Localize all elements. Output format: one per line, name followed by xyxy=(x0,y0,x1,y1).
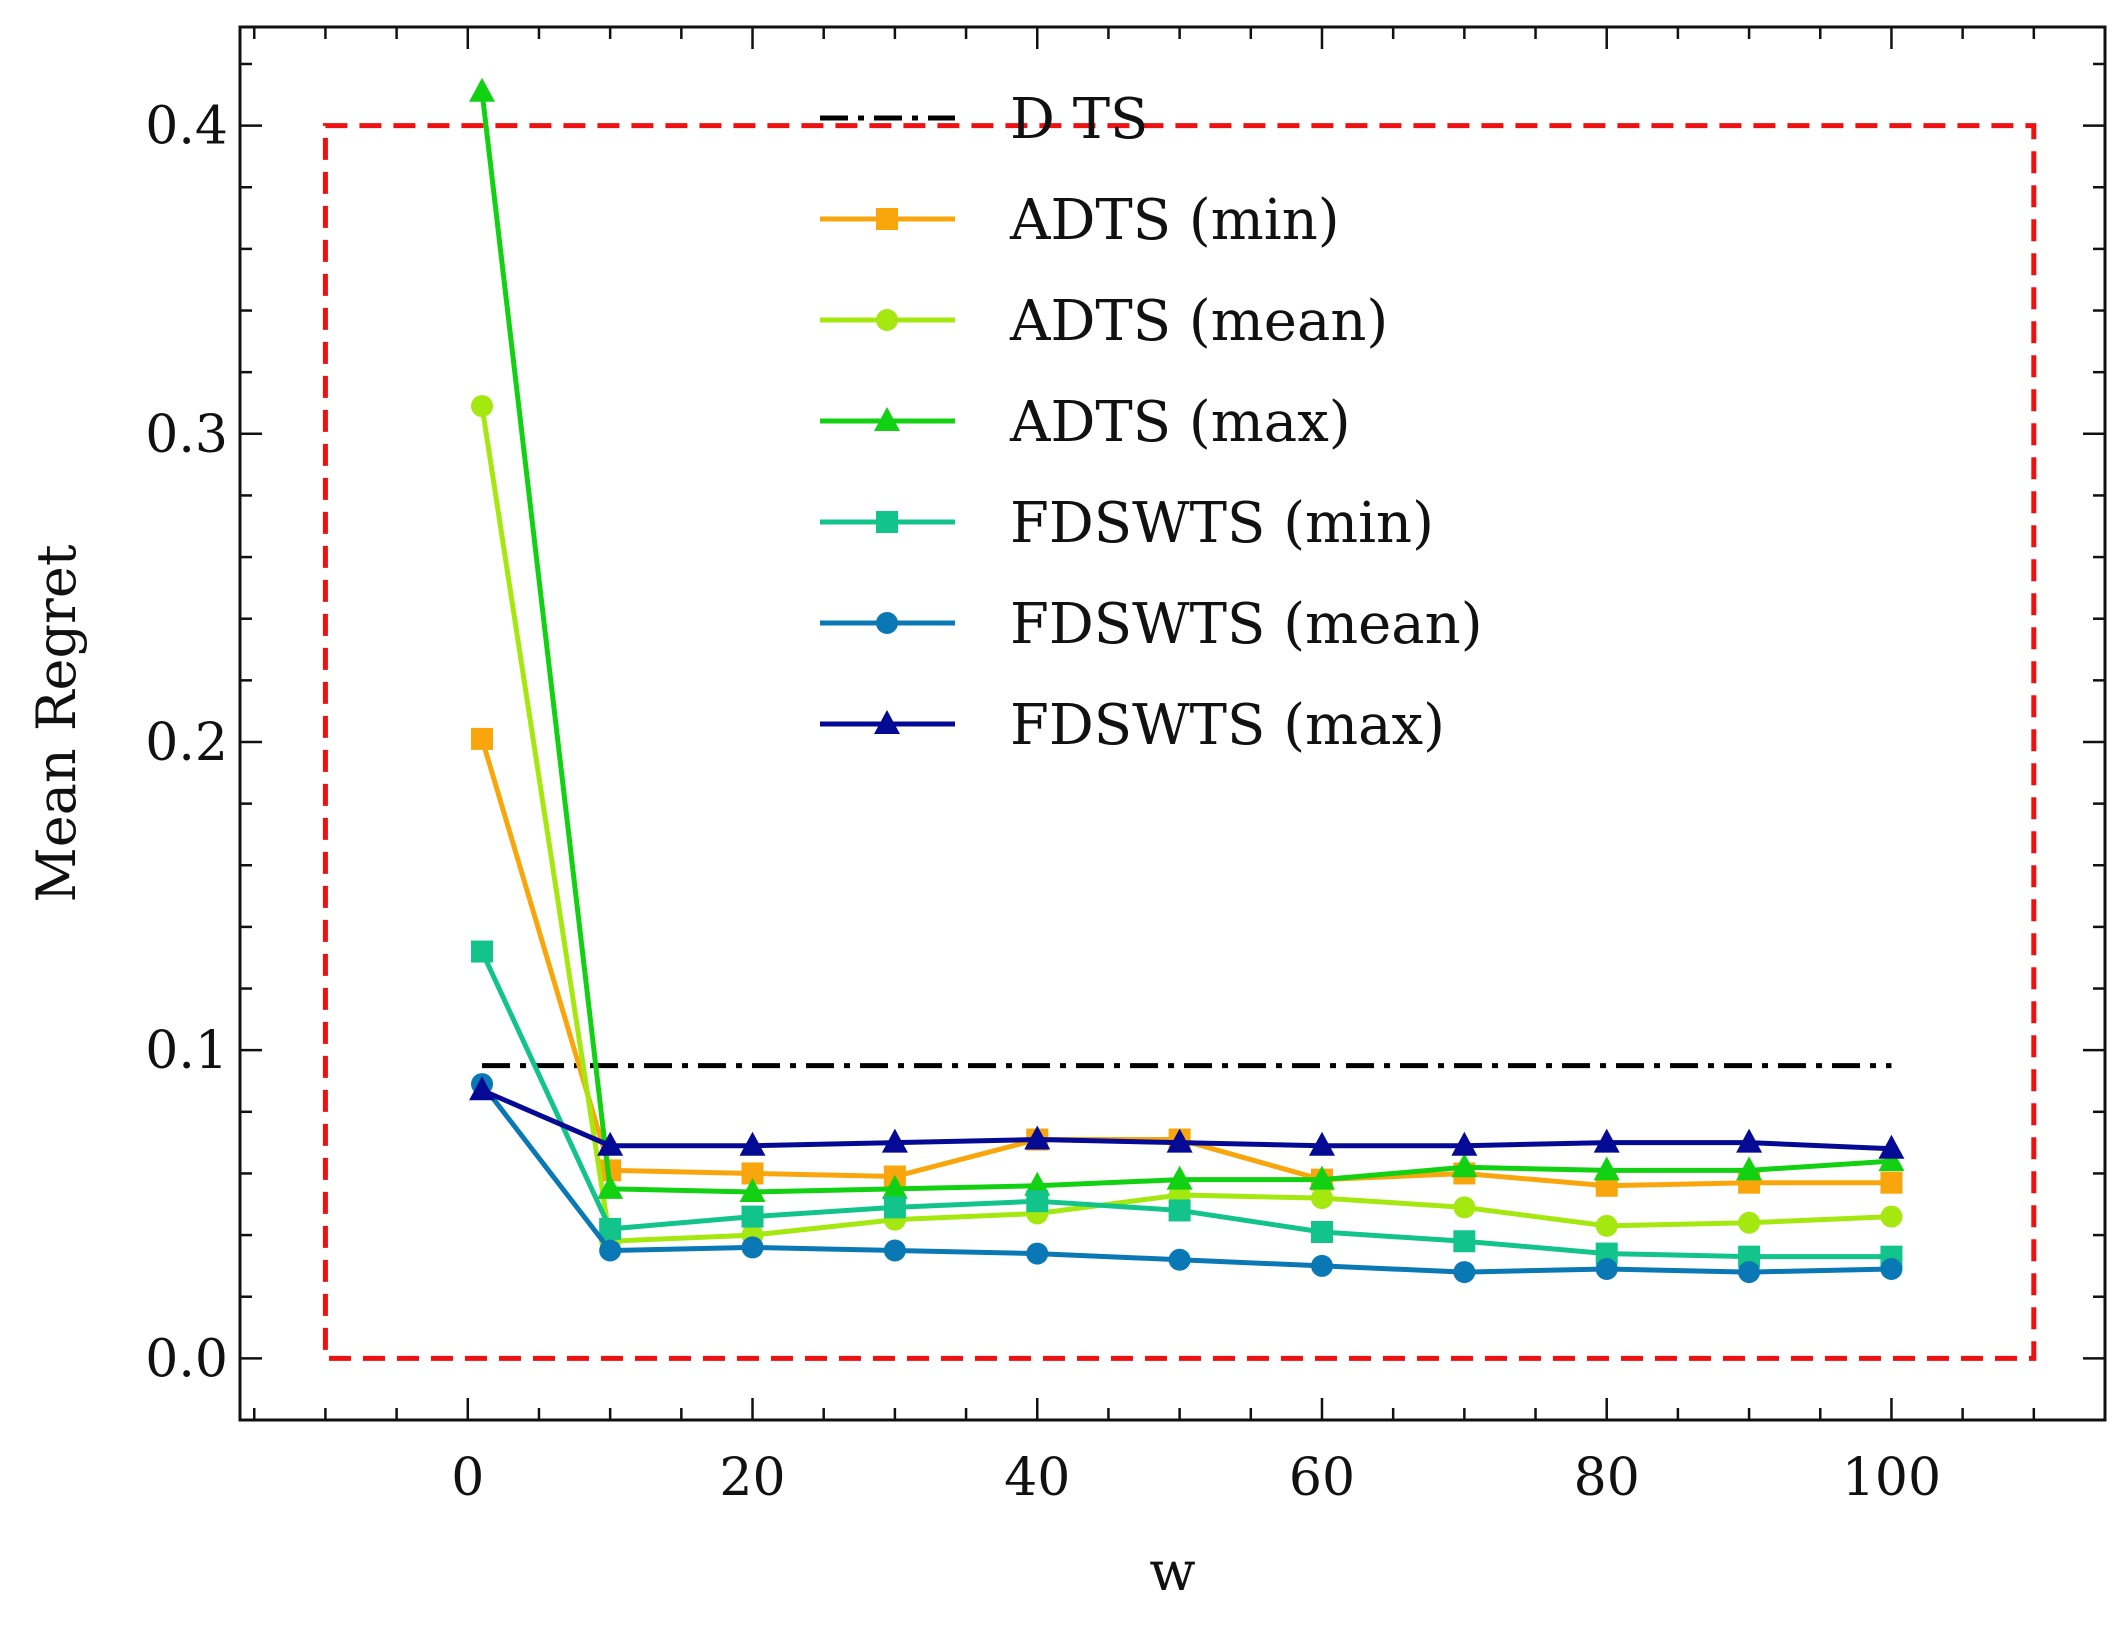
x-tick-label: 80 xyxy=(1574,1448,1640,1508)
legend-marker xyxy=(876,612,898,634)
legend-label: FDSWTS (mean) xyxy=(1010,592,1483,657)
legend-item: FDSWTS (mean) xyxy=(820,592,1483,657)
data-point xyxy=(469,1076,496,1101)
series-3 xyxy=(469,77,1905,1202)
data-point xyxy=(739,1131,766,1156)
data-point xyxy=(1880,1205,1903,1228)
plot-frame xyxy=(238,25,2107,1422)
data-point xyxy=(1310,1187,1333,1210)
region-box xyxy=(322,123,2037,1361)
y-tick-label: 0.0 xyxy=(145,1329,228,1389)
y-tick-labels: 0.0 0.1 0.2 0.3 0.4 xyxy=(145,97,228,1390)
highlight-region xyxy=(322,123,2037,1361)
data-point xyxy=(597,1131,624,1156)
x-tick-label: 100 xyxy=(1842,1448,1941,1508)
legend-label: ADTS (max) xyxy=(1009,390,1351,455)
legend-marker xyxy=(876,511,898,533)
x-axis-label: w xyxy=(1149,1540,1195,1603)
data-point xyxy=(1738,1261,1761,1284)
data-point xyxy=(1451,1131,1478,1156)
legend-marker xyxy=(876,208,898,230)
legend-item: ADTS (max) xyxy=(820,390,1351,455)
y-axis-label: Mean Regret xyxy=(25,544,88,902)
legend-item: FDSWTS (min) xyxy=(820,491,1434,556)
data-point xyxy=(1595,1214,1618,1237)
data-point xyxy=(1453,1230,1476,1253)
data-point xyxy=(1024,1171,1051,1196)
data-point xyxy=(471,940,494,963)
y-tick-label: 0.1 xyxy=(145,1021,228,1081)
data-point xyxy=(1310,1254,1333,1277)
data-point xyxy=(1738,1211,1761,1234)
data-point xyxy=(1026,1242,1049,1265)
legend-label: FDSWTS (max) xyxy=(1010,693,1445,758)
x-tick-label: 0 xyxy=(451,1448,484,1508)
data-point xyxy=(599,1217,622,1240)
data-point xyxy=(883,1196,906,1219)
data-point xyxy=(1026,1190,1049,1213)
data-point xyxy=(1878,1147,1905,1172)
data-point xyxy=(1308,1165,1335,1190)
data-point xyxy=(1453,1196,1476,1219)
series-5 xyxy=(471,1073,1903,1284)
data-point xyxy=(1738,1245,1761,1268)
y-tick-label: 0.3 xyxy=(145,405,228,465)
legend-item: D TS xyxy=(820,87,1148,152)
data-point xyxy=(599,1239,622,1262)
data-point xyxy=(1166,1128,1193,1153)
data-point xyxy=(1595,1257,1618,1280)
x-tick-label: 60 xyxy=(1289,1448,1355,1508)
data-point xyxy=(1168,1199,1191,1222)
legend-label: FDSWTS (min) xyxy=(1010,491,1434,556)
data-point xyxy=(1736,1156,1763,1181)
data-point xyxy=(471,727,494,750)
legend-label: ADTS (min) xyxy=(1009,188,1340,253)
data-point xyxy=(1310,1221,1333,1244)
data-point xyxy=(1880,1257,1903,1280)
x-tick-label: 40 xyxy=(1004,1448,1070,1508)
data-point xyxy=(741,1205,764,1228)
legend-item: FDSWTS (max) xyxy=(820,693,1445,758)
data-point xyxy=(1453,1261,1476,1284)
data-point xyxy=(1593,1128,1620,1153)
series-6 xyxy=(469,1076,1905,1159)
data-point xyxy=(1024,1125,1051,1150)
legend-item: ADTS (min) xyxy=(820,188,1340,253)
data-point xyxy=(741,1236,764,1259)
legend-marker xyxy=(874,710,900,734)
y-tick-label: 0.2 xyxy=(145,713,228,773)
data-point xyxy=(1878,1134,1905,1159)
data-point xyxy=(1308,1131,1335,1156)
data-point xyxy=(883,1239,906,1262)
data-point xyxy=(1736,1128,1763,1153)
data-point xyxy=(1451,1153,1478,1178)
data-point xyxy=(1595,1242,1618,1265)
legend-label: ADTS (mean) xyxy=(1009,289,1388,354)
data-point xyxy=(1168,1248,1191,1271)
data-point xyxy=(597,1174,624,1199)
data-point xyxy=(1166,1165,1193,1190)
data-point xyxy=(881,1128,908,1153)
y-tick-label: 0.4 xyxy=(145,97,228,157)
axis-ticks xyxy=(240,27,2107,1422)
legend: D TS ADTS (min) ADTS (mean) ADTS (max) FDSWT… xyxy=(820,87,1483,758)
legend-marker xyxy=(874,407,900,431)
legend-marker xyxy=(876,309,898,331)
data-point xyxy=(471,395,494,418)
x-tick-labels: 0 20 40 60 80 100 xyxy=(451,1448,1941,1508)
legend-item: ADTS (mean) xyxy=(820,289,1388,354)
data-point xyxy=(1593,1156,1620,1181)
data-point xyxy=(469,77,496,102)
series-group xyxy=(469,77,1905,1284)
data-point xyxy=(741,1162,764,1185)
legend-label: D TS xyxy=(1010,87,1148,152)
x-tick-label: 20 xyxy=(719,1448,785,1508)
data-point xyxy=(881,1174,908,1199)
data-point xyxy=(1880,1171,1903,1194)
data-point xyxy=(739,1177,766,1202)
